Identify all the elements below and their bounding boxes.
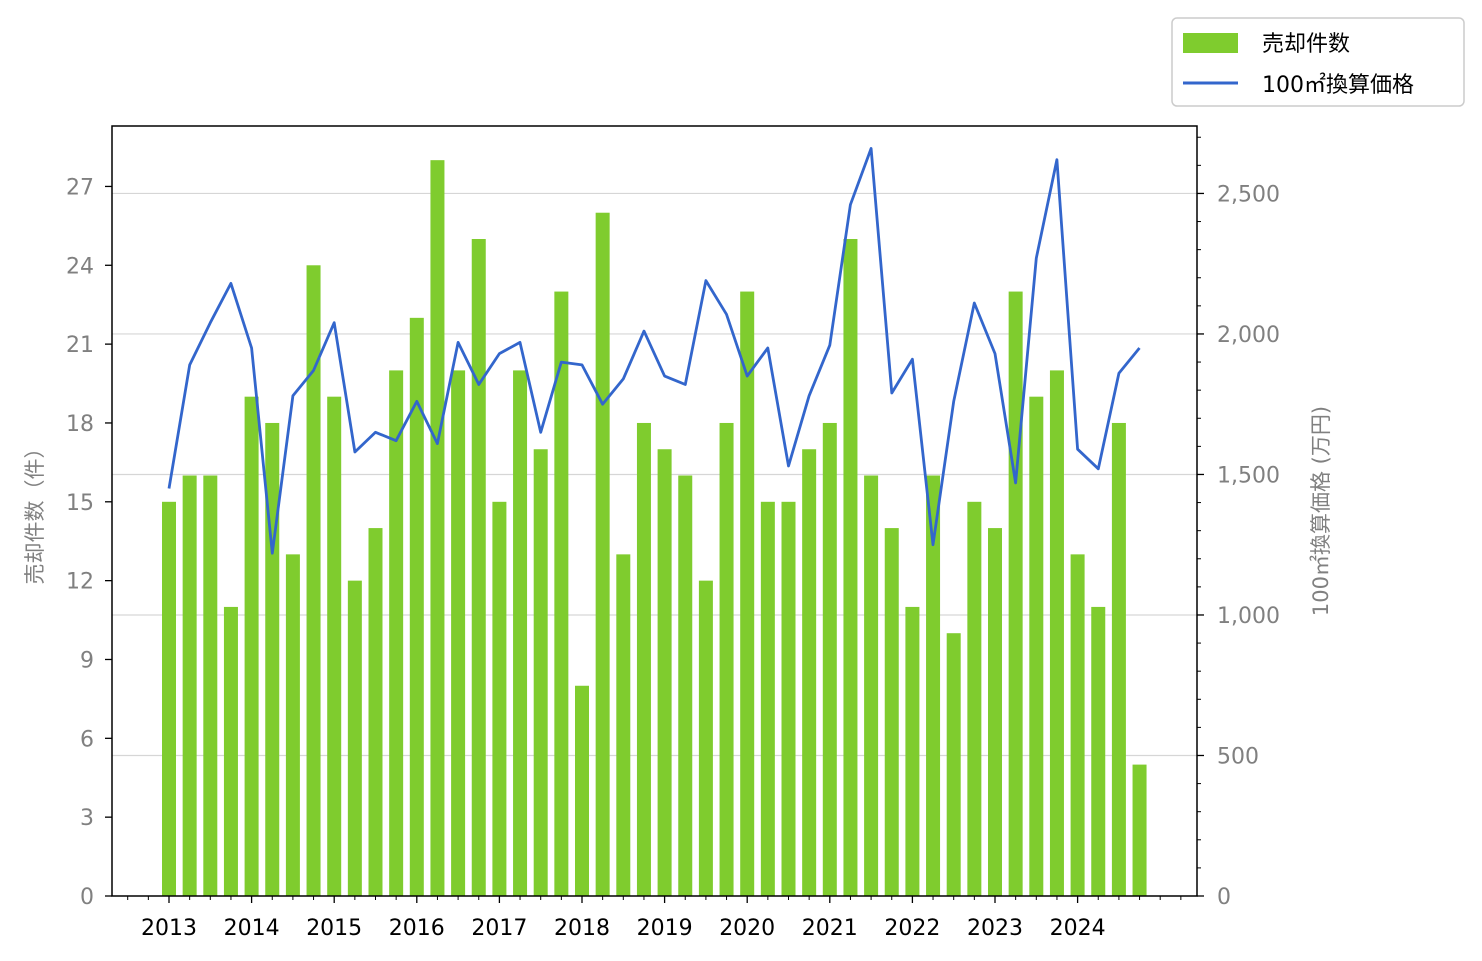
price-line <box>167 147 1141 555</box>
left-tick-label-1: 3 <box>80 806 94 831</box>
bar-28 <box>740 291 755 897</box>
legend-bar-label: 売却件数 <box>1262 32 1350 57</box>
left-tick-label-9: 27 <box>66 175 94 200</box>
x-tick-label-3: 2016 <box>389 916 445 941</box>
bar-30 <box>781 501 796 896</box>
line-series <box>167 147 1141 555</box>
bar-42 <box>1029 396 1044 896</box>
x-tick-label-9: 2022 <box>884 916 940 941</box>
bar-2 <box>203 475 218 896</box>
x-tick-label-1: 2014 <box>224 916 280 941</box>
x-tick-label-5: 2018 <box>554 916 610 941</box>
bar-37 <box>926 475 941 896</box>
left-y-axis: 0 3 6 9 12 15 18 21 24 27 <box>66 175 112 910</box>
left-tick-label-2: 6 <box>80 727 94 752</box>
bar-3 <box>223 606 238 896</box>
right-tick-label-0: 0 <box>1217 885 1231 910</box>
right-axis-label: 100㎡換算価格 (万円) <box>1309 406 1333 616</box>
bar-33 <box>843 239 858 896</box>
legend-line-label: 100㎡換算価格 <box>1262 72 1414 98</box>
bar-25 <box>678 475 693 896</box>
x-axis: 2013 2014 2015 2016 2017 2018 2019 2020 2021 2022… <box>127 896 1182 941</box>
bar-45 <box>1091 606 1106 896</box>
bar-17 <box>513 370 528 897</box>
right-y-axis: 0 500 1,000 1,500 2,000 2,500 <box>1197 136 1280 910</box>
right-tick-label-1: 500 <box>1217 744 1259 769</box>
bar-19 <box>554 291 569 897</box>
x-tick-label-7: 2020 <box>719 916 775 941</box>
bar-27 <box>719 422 734 896</box>
bar-24 <box>657 449 672 896</box>
x-tick-label-10: 2023 <box>967 916 1023 941</box>
left-axis-label: 売却件数（件） <box>23 438 47 585</box>
bar-46 <box>1111 422 1126 896</box>
bar-47 <box>1132 764 1147 896</box>
left-tick-label-8: 24 <box>66 254 94 279</box>
bar-10 <box>368 528 383 896</box>
bar-12 <box>409 317 424 896</box>
legend: 売却件数 100㎡換算価格 <box>1171 17 1465 107</box>
left-tick-label-4: 12 <box>66 570 94 595</box>
bar-11 <box>389 370 404 897</box>
left-tick-label-5: 15 <box>66 491 94 516</box>
bar-31 <box>802 449 817 896</box>
plot-frame <box>111 125 1198 897</box>
bar-14 <box>451 370 466 897</box>
bar-20 <box>575 685 589 896</box>
bar-22 <box>616 554 631 896</box>
bar-16 <box>492 501 507 896</box>
left-tick-label-0: 0 <box>80 885 94 910</box>
bar-40 <box>988 528 1002 896</box>
bar-23 <box>636 422 651 896</box>
right-tick-label-2: 1,000 <box>1217 604 1280 629</box>
bar-6 <box>285 554 300 896</box>
bar-7 <box>306 265 321 896</box>
x-tick-label-11: 2024 <box>1050 916 1106 941</box>
bar-38 <box>946 633 961 896</box>
right-tick-label-4: 2,000 <box>1217 323 1280 348</box>
bar-8 <box>327 396 342 896</box>
right-tick-label-3: 1,500 <box>1217 463 1280 488</box>
bar-39 <box>967 501 982 896</box>
left-tick-label-6: 18 <box>66 412 94 437</box>
x-tick-label-8: 2021 <box>802 916 858 941</box>
bar-36 <box>905 606 920 896</box>
left-tick-label-7: 21 <box>66 333 94 358</box>
x-tick-label-2: 2015 <box>306 916 362 941</box>
right-tick-label-5: 2,500 <box>1217 182 1280 207</box>
left-tick-label-3: 9 <box>80 648 94 673</box>
bar-44 <box>1070 554 1085 896</box>
x-tick-label-4: 2017 <box>471 916 527 941</box>
bar-9 <box>347 580 362 896</box>
bar-series <box>162 160 1147 897</box>
bar-41 <box>1008 291 1023 897</box>
bar-21 <box>595 212 610 896</box>
bar-18 <box>533 449 548 896</box>
bar-34 <box>864 475 879 896</box>
legend-bar-swatch <box>1183 33 1238 53</box>
bar-15 <box>471 239 486 896</box>
bar-26 <box>698 580 713 896</box>
bar-35 <box>884 528 899 896</box>
bar-0 <box>162 501 176 896</box>
x-tick-label-6: 2019 <box>637 916 693 941</box>
bar-13 <box>430 160 445 896</box>
bar-5 <box>265 422 280 896</box>
bar-43 <box>1049 370 1064 897</box>
legend-box <box>1171 17 1465 107</box>
bar-29 <box>760 501 775 896</box>
bar-1 <box>182 475 197 896</box>
x-tick-label-0: 2013 <box>141 916 197 941</box>
bar-32 <box>822 422 837 896</box>
bar-4 <box>244 396 259 896</box>
